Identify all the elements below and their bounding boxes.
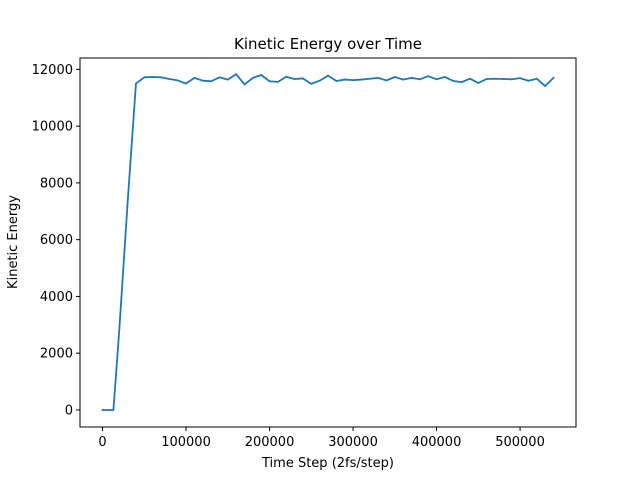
data-point [318,79,321,82]
data-point [460,81,463,84]
data-point [310,82,313,85]
x-tick-label: 300000 [328,435,378,450]
data-point [519,77,521,80]
x-tick-label: 0 [98,435,106,450]
y-tick-label: 4000 [40,290,73,305]
plot-area [101,73,555,411]
data-point [151,76,154,78]
axis-ticks: 0 100000 200000 300000 400000 500000 0 2000 4000… [32,63,545,450]
data-point [235,73,238,76]
data-point [343,78,346,81]
data-point [535,77,538,80]
data-point [327,74,329,77]
data-point [226,78,229,81]
data-point [410,76,413,79]
data-point [193,76,196,79]
data-point [444,76,446,78]
data-point [218,76,221,79]
y-tick-label: 6000 [40,233,73,248]
plot-frame [79,57,577,428]
data-point [201,79,204,82]
data-point [276,80,279,83]
x-tick-label: 400000 [412,435,462,450]
data-point [109,409,112,411]
data-point [494,77,496,80]
data-point [477,82,480,84]
x-tick-label: 100000 [161,435,211,450]
data-point [143,76,146,79]
data-point [118,329,121,332]
data-point [251,76,254,79]
y-tick-label: 12000 [32,63,73,78]
data-point [427,75,430,78]
data-point [293,78,296,80]
data-point [210,80,212,83]
data-point [176,79,179,82]
data-point [502,78,505,80]
data-point [112,409,115,411]
data-point [435,78,438,81]
data-point [552,76,555,79]
data-point [352,79,354,82]
data-point [510,78,513,81]
data-point [260,74,263,76]
data-point [168,78,171,80]
y-tick-label: 0 [65,403,73,418]
data-point [302,77,304,80]
data-point [452,80,455,82]
data-point [544,85,547,88]
data-point [527,79,530,82]
data-point [402,78,405,81]
y-tick-label: 2000 [40,347,73,362]
data-point [393,76,396,78]
y-tick-label: 10000 [32,120,73,135]
data-point [160,76,162,79]
data-point [385,79,388,82]
data-point [418,78,421,81]
data-point [126,201,129,204]
data-point [469,77,471,80]
data-point [377,76,380,79]
x-tick-label: 200000 [245,435,295,450]
y-axis-label: Kinetic Energy [6,195,21,289]
y-tick-label: 8000 [40,176,73,191]
data-point [285,75,288,78]
series-line [101,73,555,411]
x-tick-label: 500000 [495,435,545,450]
chart-title: Kinetic Energy over Time [234,35,422,53]
data-point [101,409,104,411]
data-point [243,83,246,86]
data-point [185,82,187,85]
data-point [268,80,271,83]
data-point [368,77,371,80]
data-point [335,80,338,82]
x-axis-label: Time Step (2fs/step) [261,456,394,471]
data-point [485,78,488,80]
data-point [135,82,137,85]
data-point [360,78,363,81]
